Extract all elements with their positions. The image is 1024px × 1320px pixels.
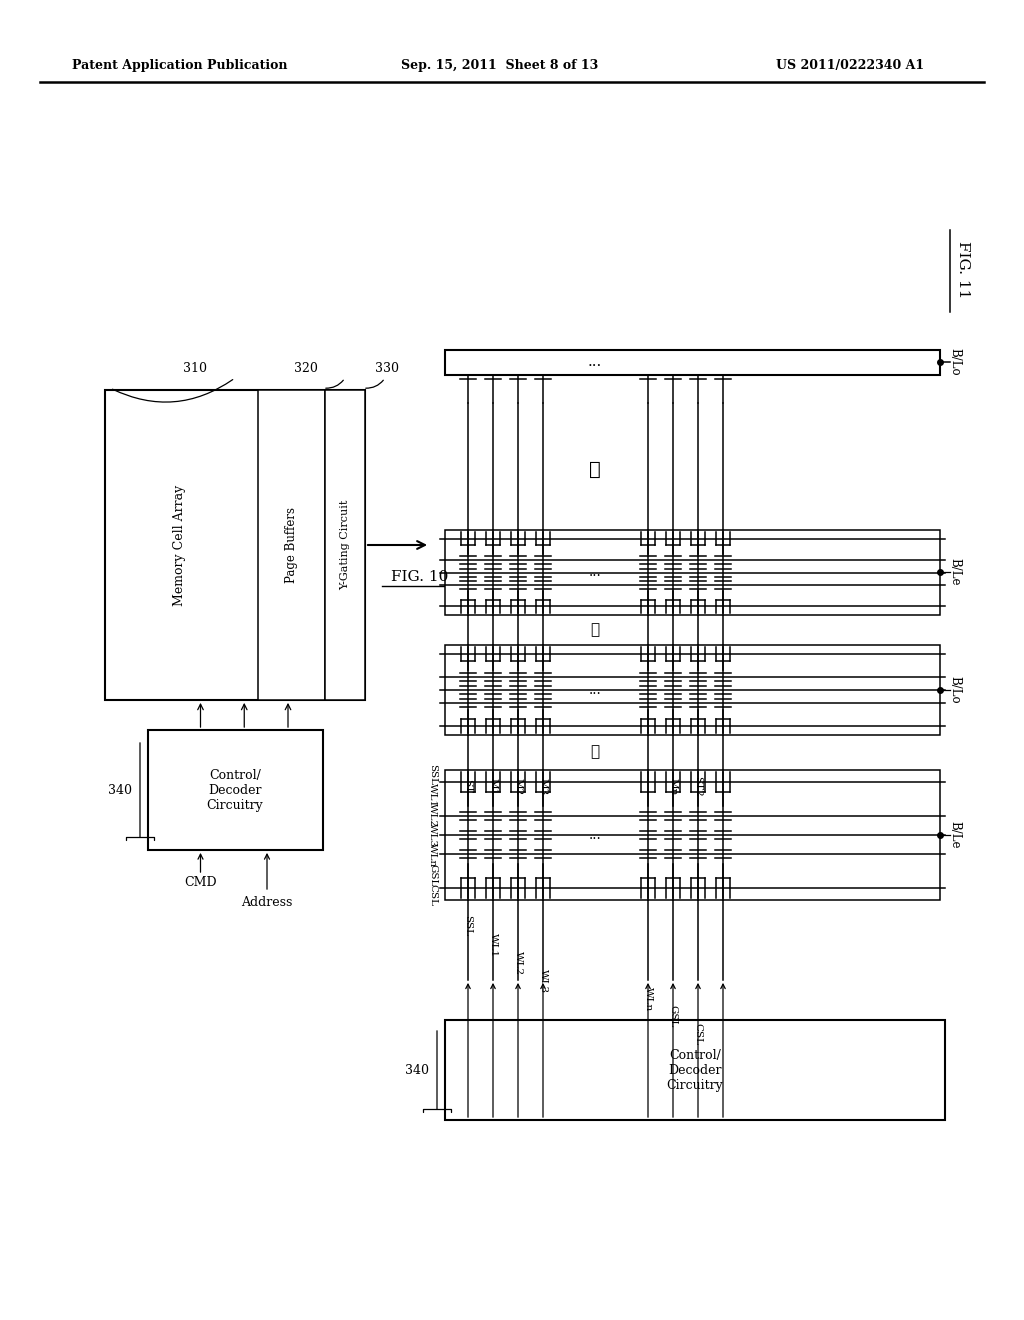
Text: ...: ... xyxy=(589,565,601,579)
Bar xyxy=(445,770,940,900)
Text: 340: 340 xyxy=(108,784,132,796)
Text: Address: Address xyxy=(242,895,293,908)
Bar xyxy=(325,389,365,700)
Bar xyxy=(105,389,365,700)
Text: 320: 320 xyxy=(294,362,317,375)
Text: ⋮: ⋮ xyxy=(589,461,601,479)
Text: FIG. 11: FIG. 11 xyxy=(956,242,970,298)
Text: WL3: WL3 xyxy=(539,969,548,993)
Text: Patent Application Publication: Patent Application Publication xyxy=(73,58,288,71)
Text: SSL: SSL xyxy=(464,915,472,936)
Text: FIG. 10: FIG. 10 xyxy=(391,570,449,583)
Text: CSL: CSL xyxy=(693,1023,702,1045)
Text: ⋮: ⋮ xyxy=(591,744,600,759)
Text: B/Lo: B/Lo xyxy=(948,348,962,376)
Text: Control/
Decoder
Circuitry: Control/ Decoder Circuitry xyxy=(207,768,263,812)
Bar xyxy=(445,645,940,735)
Text: CSL: CSL xyxy=(428,884,437,906)
Text: WL2: WL2 xyxy=(513,950,522,975)
Text: Mn: Mn xyxy=(669,777,678,795)
Text: Y-Gating Circuit: Y-Gating Circuit xyxy=(340,500,350,590)
Bar xyxy=(258,389,325,700)
Text: M3: M3 xyxy=(539,777,548,795)
Text: ...: ... xyxy=(589,682,601,697)
Text: B/Le: B/Le xyxy=(948,821,962,849)
Text: Control/
Decoder
Circuitry: Control/ Decoder Circuitry xyxy=(667,1048,723,1092)
Bar xyxy=(148,730,323,850)
Text: B/Lo: B/Lo xyxy=(948,676,962,704)
Bar xyxy=(445,1020,945,1119)
Text: ⋮: ⋮ xyxy=(591,623,600,638)
Text: ...: ... xyxy=(589,828,601,842)
Text: US 2011/0222340 A1: US 2011/0222340 A1 xyxy=(776,58,924,71)
Text: Page Buffers: Page Buffers xyxy=(285,507,298,583)
Text: GSL: GSL xyxy=(428,863,437,886)
Text: 340: 340 xyxy=(406,1064,429,1077)
Text: WLn: WLn xyxy=(643,987,652,1011)
Bar xyxy=(445,531,940,615)
Text: M1: M1 xyxy=(488,777,498,795)
Bar xyxy=(445,350,940,375)
Text: WL2: WL2 xyxy=(428,803,437,828)
Text: 310: 310 xyxy=(183,362,207,375)
Text: ST2: ST2 xyxy=(693,776,702,797)
Text: CMD: CMD xyxy=(184,876,217,890)
Text: WL1: WL1 xyxy=(428,783,437,807)
Text: ST: ST xyxy=(464,779,472,793)
Text: 330: 330 xyxy=(375,362,399,375)
Text: GSL: GSL xyxy=(669,1005,678,1027)
Text: Sep. 15, 2011  Sheet 8 of 13: Sep. 15, 2011 Sheet 8 of 13 xyxy=(401,58,599,71)
Text: ...: ... xyxy=(588,355,602,370)
Text: WL1: WL1 xyxy=(488,933,498,957)
Text: WLn: WLn xyxy=(428,843,437,867)
Text: SSL: SSL xyxy=(428,764,437,785)
Text: WL3: WL3 xyxy=(428,822,437,847)
Text: M2: M2 xyxy=(513,777,522,795)
Text: Memory Cell Array: Memory Cell Array xyxy=(173,484,186,606)
Text: B/Le: B/Le xyxy=(948,558,962,586)
